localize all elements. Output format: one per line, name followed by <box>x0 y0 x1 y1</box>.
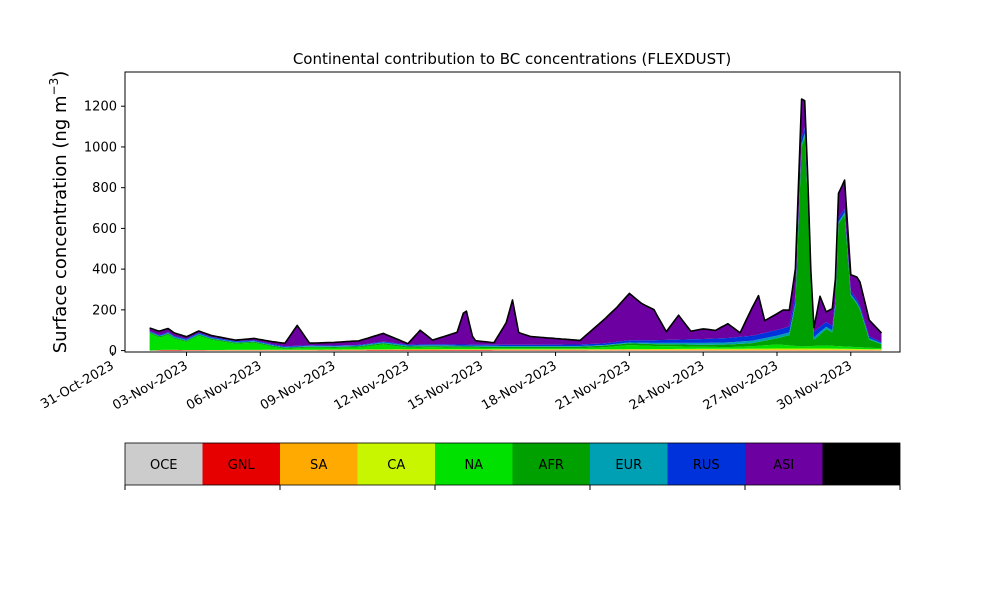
legend-swatch-aus <box>822 443 900 485</box>
x-tick-label: 31-Oct-2023 <box>38 358 116 412</box>
area-series-ca <box>149 348 882 351</box>
x-tick-label: 06-Nov-2023 <box>184 358 264 413</box>
legend-colorbar: OCE GNL SA CA NA AFR EUR RUS ASI AUS <box>124 442 901 490</box>
legend-label-gnl: GNL <box>228 458 256 473</box>
x-tick-label: 12-Nov-2023 <box>332 358 412 413</box>
area-series-afr <box>149 136 882 349</box>
legend-frame <box>124 442 901 486</box>
x-tick-label: 30-Nov-2023 <box>775 358 855 413</box>
legend-swatch-eur <box>590 443 668 485</box>
y-tick-label: 800 <box>92 181 117 196</box>
x-tick-label: 27-Nov-2023 <box>701 358 781 413</box>
area-series-sa <box>149 349 882 351</box>
total-outline <box>149 98 883 345</box>
legend-label-aus: AUS <box>848 458 875 473</box>
legend-swatch-na <box>435 443 513 485</box>
legend-swatch-ca <box>357 443 435 485</box>
y-axis-label: Surface concentration (ng m−3) <box>47 71 71 354</box>
legend-swatch-sa <box>280 443 358 485</box>
y-axis-label-close: ) <box>50 71 71 78</box>
plot-area: 0 200 400 600 800 1000 1200 31-Oct-202303-Nov-2… <box>38 71 901 413</box>
legend-label-sa: SA <box>310 458 327 473</box>
y-tick-label: 0 <box>109 344 117 359</box>
legend-swatch-rus <box>667 443 745 485</box>
y-tick-label: 1000 <box>84 140 117 155</box>
y-tick-label: 400 <box>92 263 117 278</box>
y-tick-label: 200 <box>92 303 117 318</box>
area-series-asi <box>149 99 882 347</box>
legend-label-na: NA <box>464 458 483 473</box>
x-tick-label: 21-Nov-2023 <box>553 358 633 413</box>
legend-swatch-asi <box>745 443 823 485</box>
legend-swatch-gnl <box>202 443 280 485</box>
legend-label-afr: AFR <box>539 458 564 473</box>
legend-label-eur: EUR <box>615 458 642 473</box>
legend-swatch-oce <box>125 443 203 485</box>
y-tick-label: 1200 <box>84 100 117 115</box>
plot-frame <box>124 71 901 353</box>
y-tick-label: 600 <box>92 222 117 237</box>
x-tick-label: 15-Nov-2023 <box>405 358 485 413</box>
area-series-gnl <box>149 350 882 351</box>
x-tick-label: 24-Nov-2023 <box>627 358 707 413</box>
legend-label-asi: ASI <box>773 458 794 473</box>
chart-title: Continental contribution to BC concentra… <box>293 50 731 68</box>
x-tick-label: 18-Nov-2023 <box>479 358 559 413</box>
legend-swatch-afr <box>512 443 590 485</box>
area-series-na <box>149 333 882 351</box>
legend-label-oce: OCE <box>150 458 178 473</box>
x-tick-label: 09-Nov-2023 <box>258 358 338 413</box>
legend-label-rus: RUS <box>693 458 720 473</box>
x-tick-label: 03-Nov-2023 <box>110 358 190 413</box>
legend-label-ca: CA <box>387 458 405 473</box>
y-axis-label-main: Surface concentration (ng m <box>50 95 71 353</box>
y-axis-label-sup: −3 <box>47 78 61 96</box>
